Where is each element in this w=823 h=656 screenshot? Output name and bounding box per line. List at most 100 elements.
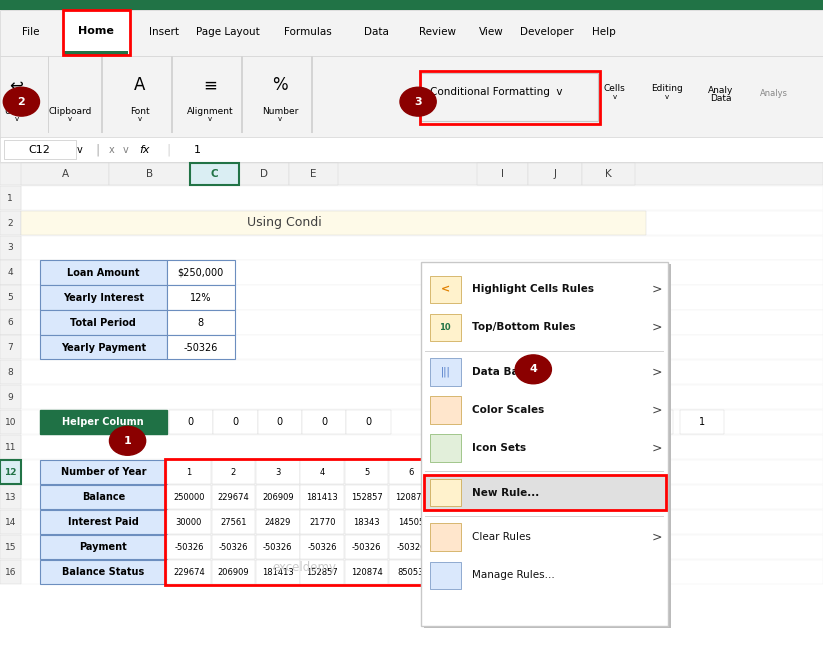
Bar [21, 285, 823, 310]
Circle shape [400, 87, 436, 116]
Bar [0, 460, 21, 484]
Text: 229674: 229674 [217, 493, 249, 502]
Text: File: File [21, 27, 40, 37]
Text: 2: 2 [17, 96, 26, 107]
Text: Number: Number [262, 107, 298, 116]
Bar [478, 535, 522, 559]
Text: 10: 10 [5, 418, 16, 427]
Text: Data: Data [364, 27, 388, 37]
Bar [425, 516, 664, 517]
Text: 4: 4 [529, 364, 537, 375]
Text: 30000: 30000 [175, 518, 202, 527]
Bar [578, 410, 622, 434]
Bar [4, 140, 76, 159]
Text: -50326: -50326 [486, 543, 514, 552]
Bar [311, 56, 313, 133]
Bar [434, 485, 477, 509]
Text: 7: 7 [453, 468, 458, 477]
Bar [190, 163, 239, 185]
Text: 9: 9 [542, 468, 547, 477]
Text: 12%: 12% [190, 293, 212, 303]
Bar [389, 510, 433, 534]
Text: 181413: 181413 [306, 493, 338, 502]
Text: -50326: -50326 [174, 543, 203, 552]
Bar [167, 485, 211, 509]
Bar [40, 510, 167, 534]
Bar [167, 560, 211, 584]
Text: 0: 0 [597, 417, 603, 428]
Bar [430, 396, 461, 424]
Bar [289, 163, 338, 185]
Bar [0, 0, 823, 10]
Bar [434, 535, 477, 559]
Text: Interest Paid: Interest Paid [67, 517, 139, 527]
Bar [165, 459, 570, 585]
Text: 85053: 85053 [398, 567, 425, 577]
Bar [48, 56, 49, 133]
Text: Analys: Analys [760, 89, 788, 98]
Text: Highlight Cells Rules: Highlight Cells Rules [472, 284, 594, 295]
Bar [389, 535, 433, 559]
Text: -50326: -50326 [308, 543, 337, 552]
Bar [40, 460, 167, 484]
Text: Conditional Formatting  v: Conditional Formatting v [430, 87, 562, 97]
Bar [430, 276, 461, 303]
Bar [256, 560, 300, 584]
Text: 120874: 120874 [351, 567, 383, 577]
Circle shape [109, 426, 146, 455]
Bar [0, 460, 21, 484]
Bar [21, 485, 823, 509]
Bar [0, 137, 823, 162]
Text: Payment: Payment [79, 542, 128, 552]
Text: fx: fx [139, 144, 149, 155]
Text: |: | [95, 143, 100, 156]
Text: Total Period: Total Period [70, 318, 137, 328]
Text: Undo: Undo [5, 107, 28, 116]
Bar [167, 310, 235, 335]
Bar [0, 410, 21, 434]
Bar [167, 260, 235, 285]
Text: v: v [67, 116, 72, 123]
Text: >: > [652, 403, 662, 417]
Text: Manage Rules...: Manage Rules... [472, 570, 556, 581]
Bar [40, 260, 167, 285]
Bar [21, 211, 646, 235]
Bar [346, 410, 391, 434]
Bar [167, 460, 211, 484]
Bar [0, 435, 21, 459]
Text: |||: ||| [440, 367, 450, 377]
Bar [345, 510, 388, 534]
Bar [424, 264, 671, 628]
Text: 1: 1 [699, 417, 705, 428]
Bar [582, 163, 635, 185]
Bar [101, 56, 103, 133]
Text: 4: 4 [319, 468, 325, 477]
Text: 15: 15 [5, 543, 16, 552]
Text: New Rule...: New Rule... [472, 487, 540, 498]
Text: Developer: Developer [519, 27, 574, 37]
Bar [0, 285, 21, 310]
Text: 12: 12 [5, 468, 16, 477]
Bar [190, 163, 239, 185]
Text: Data: Data [710, 94, 732, 103]
Bar [0, 186, 21, 210]
Text: 7: 7 [7, 343, 13, 352]
Text: 13: 13 [5, 493, 16, 502]
Bar [300, 485, 344, 509]
Text: 1: 1 [194, 144, 201, 155]
Bar [21, 163, 109, 185]
Bar [63, 10, 130, 55]
Bar [21, 410, 823, 434]
Bar [21, 360, 823, 384]
Bar [300, 510, 344, 534]
Bar [21, 460, 823, 484]
Text: 5: 5 [7, 293, 13, 302]
Text: Help: Help [593, 27, 616, 37]
Bar [40, 310, 167, 335]
Bar [300, 460, 344, 484]
Text: v: v [207, 116, 212, 123]
Text: 12: 12 [4, 468, 16, 477]
Bar [345, 560, 388, 584]
Text: 152857: 152857 [351, 493, 383, 502]
Text: J: J [554, 169, 556, 179]
